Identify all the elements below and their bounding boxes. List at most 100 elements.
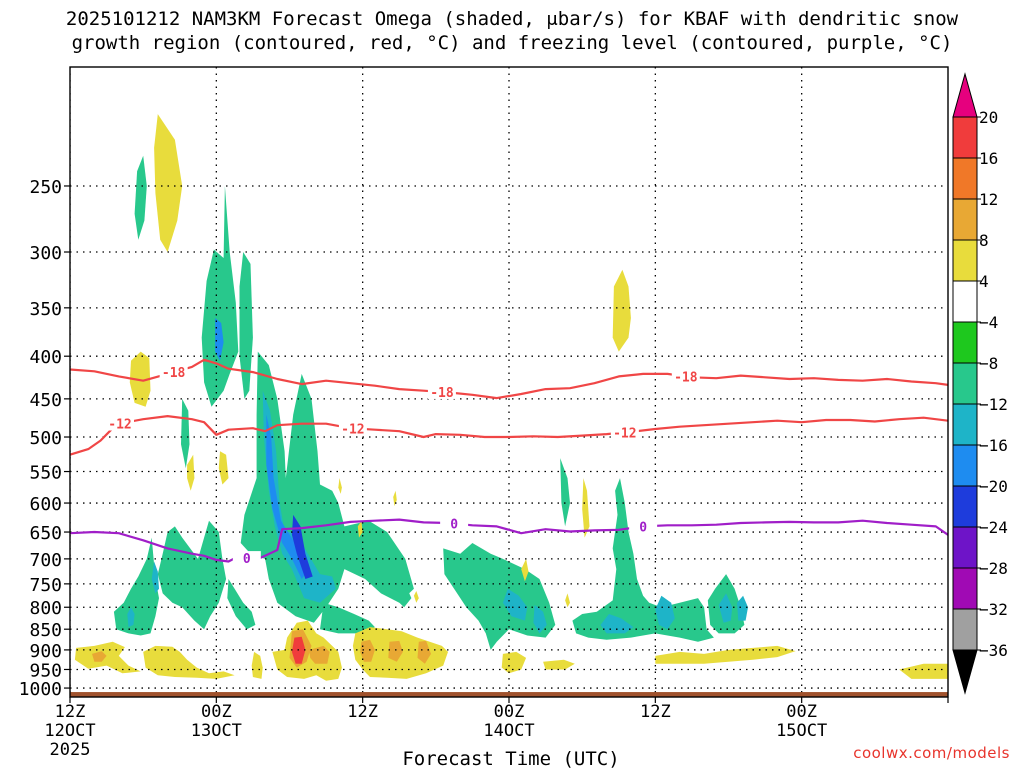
omega-region-19	[502, 588, 528, 621]
colorbar-label-9: −20	[979, 477, 1008, 496]
omega-region-2	[201, 186, 239, 407]
colorbar-bin-2	[952, 198, 978, 241]
omega-region-12	[151, 561, 159, 594]
omega-region-52	[655, 645, 796, 664]
xtick-label-60-2: 15OCT	[776, 721, 827, 741]
omega-region-14	[227, 579, 256, 630]
colorbar-bin-11	[952, 567, 978, 610]
omega-region-51	[543, 659, 575, 670]
colorbar-label-10: −24	[979, 518, 1008, 537]
grid	[70, 67, 948, 697]
xtick-label-12-2: 13OCT	[191, 721, 242, 741]
freezing-level-label-0: 0	[243, 552, 251, 567]
omega-region-13	[181, 398, 190, 469]
ytick-label-800: 800	[29, 598, 62, 619]
xtick-label-0-3: 2025	[50, 740, 91, 760]
isotherm-minus18-label-bg-1	[427, 384, 456, 399]
ytick-label-950: 950	[29, 660, 62, 681]
ytick-label-550: 550	[29, 463, 62, 484]
ytick-label-900: 900	[29, 641, 62, 662]
ytick-label-300: 300	[29, 243, 62, 264]
omega-region-28	[612, 269, 631, 352]
chart-title-line1: 2025101212 NAM3KM Forecast Omega (shaded…	[65, 8, 959, 30]
omega-region-37	[74, 641, 141, 674]
omega-region-53	[899, 663, 948, 679]
omega-region-20	[533, 605, 547, 634]
omega-region-33	[393, 490, 397, 507]
isotherm-minus12-label-1: -12	[341, 422, 364, 437]
omega-region-39	[143, 645, 235, 679]
omega-region-15	[193, 586, 205, 621]
colorbar-bin-10	[952, 526, 978, 569]
isotherm-minus18-label-bg-0	[159, 365, 188, 380]
isotherm-minus12-label-0: -12	[108, 418, 131, 433]
surface-band	[70, 692, 948, 697]
ytick-label-650: 650	[29, 523, 62, 544]
xtick-label-0-2: 12OCT	[44, 721, 95, 741]
colorbar-bin-5	[952, 321, 978, 364]
colorbar-bin-9	[952, 485, 978, 528]
colorbar-bin-3	[952, 239, 978, 282]
omega-region-16	[379, 537, 412, 608]
isotherm-minus12-label-bg-2	[610, 425, 639, 440]
colorbar-under-triangle	[952, 649, 978, 695]
ytick-label-400: 400	[29, 347, 62, 368]
colorbar-label-3: 8	[979, 231, 989, 250]
omega-region-17	[320, 602, 375, 634]
omega-region-48	[388, 640, 403, 662]
colorbar-label-11: −28	[979, 559, 1008, 578]
omega-region-0	[134, 155, 147, 240]
colorbar-label-4: 4	[979, 272, 989, 291]
colorbar-bin-0	[952, 116, 978, 159]
omega-region-44	[298, 645, 302, 656]
freezing-level-label-bg-1	[440, 516, 469, 531]
omega-region-55	[357, 520, 363, 538]
xtick-label-0-1: 12Z	[55, 702, 86, 722]
omega-region-32	[582, 478, 590, 538]
xtick-label-36-1: 00Z	[494, 702, 525, 722]
isotherm-minus18-label-1: -18	[430, 386, 454, 401]
colorbar-label-13: −36	[979, 641, 1008, 660]
colorbar-bin-6	[952, 362, 978, 405]
omega-region-50	[501, 651, 527, 674]
omega-region-38	[92, 651, 107, 662]
colorbar-label-2: 12	[979, 190, 998, 209]
colorbar-label-0: 20	[979, 108, 998, 127]
plot-layer: -18 -18 -18 -12 -12 -12 0 0 0	[70, 67, 948, 697]
omega-region-7	[266, 414, 309, 579]
colorbar-bin-1	[952, 157, 978, 200]
ytick-label-600: 600	[29, 494, 62, 515]
colorbar: 20 16 12 8 4 −4 −8 −12 −16 −20 −24 −28 −32 −36	[952, 72, 1008, 695]
ytick-label-1000: 1000	[19, 679, 62, 700]
ytick-label-450: 450	[29, 390, 62, 411]
omega-region-8	[291, 514, 313, 579]
colorbar-over-triangle	[952, 72, 978, 118]
omega-region-1	[154, 114, 183, 252]
isotherm-minus18-label-0: -18	[162, 366, 186, 381]
isotherm-minus18-line	[70, 358, 948, 400]
xtick-label-60-1: 00Z	[786, 702, 817, 722]
isotherm-minus12-label-bg-0	[105, 416, 134, 431]
attribution-link[interactable]: coolwx.com/models	[853, 744, 1010, 762]
omega-region-31	[521, 558, 529, 582]
colorbar-label-5: −4	[979, 313, 998, 332]
isotherm-minus12-line	[70, 415, 948, 456]
omega-region-4	[239, 252, 253, 399]
xtick-label-24-1: 12Z	[347, 702, 378, 722]
xtick-label-48-1: 12Z	[640, 702, 671, 722]
freezing-level-label-bg-0	[232, 551, 261, 566]
x-axis-title: Forecast Time (UTC)	[402, 748, 619, 768]
omega-region-30	[187, 454, 195, 491]
omega-region-35	[565, 593, 570, 608]
colorbar-label-6: −8	[979, 354, 998, 373]
omega-region-27	[737, 595, 748, 621]
colorbar-label-8: −16	[979, 436, 1008, 455]
colorbar-bin-4	[952, 280, 978, 323]
colorbar-bin-7	[952, 403, 978, 446]
omega-region-22	[572, 478, 714, 642]
ytick-label-700: 700	[29, 550, 62, 571]
ytick-label-850: 850	[29, 620, 62, 641]
omega-region-54	[218, 451, 229, 485]
ytick-label-750: 750	[29, 575, 62, 596]
